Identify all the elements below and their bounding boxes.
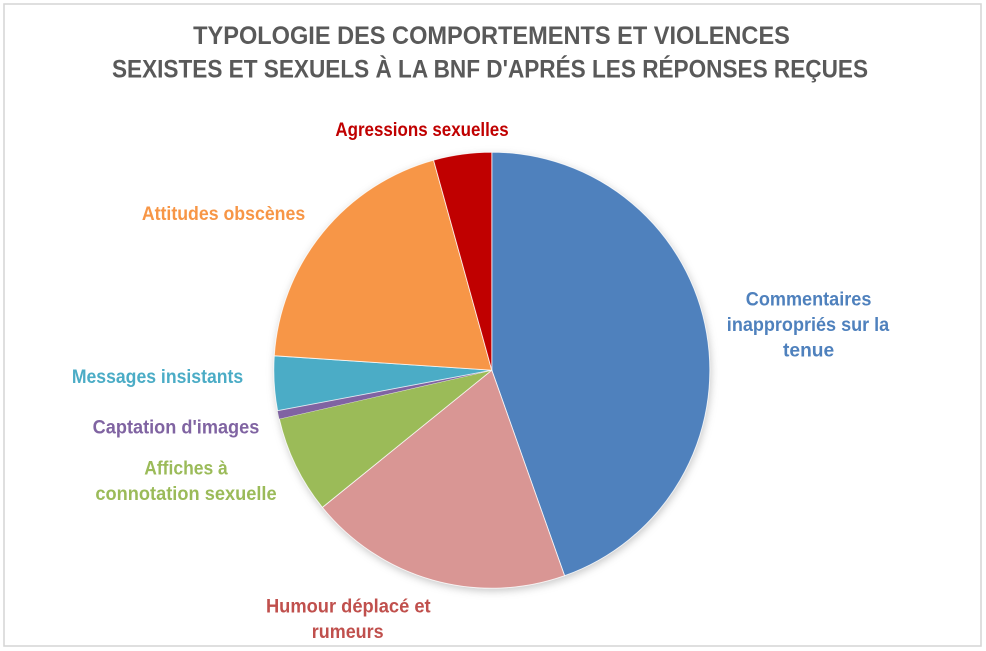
svg-text:Affiches à: Affiches à (144, 457, 228, 479)
svg-text:Captation d'images: Captation d'images (93, 416, 260, 437)
svg-text:Humour déplacé et: Humour déplacé et (266, 595, 431, 616)
svg-text:connotation sexuelle: connotation sexuelle (95, 483, 276, 504)
svg-text:Messages insistants: Messages insistants (72, 365, 243, 387)
svg-text:TYPOLOGIE DES COMPORTEMENTS ET: TYPOLOGIE DES COMPORTEMENTS ET VIOLENCES (193, 22, 790, 50)
svg-text:Attitudes obscènes: Attitudes obscènes (142, 202, 305, 224)
svg-text:Commentaires: Commentaires (746, 288, 872, 310)
svg-text:Agressions sexuelles: Agressions sexuelles (335, 119, 508, 140)
svg-text:tenue: tenue (783, 341, 834, 362)
svg-text:rumeurs: rumeurs (312, 621, 384, 643)
svg-text:inappropriés sur la: inappropriés sur la (727, 314, 890, 336)
svg-text:SEXISTES ET SEXUELS À LA BNF D: SEXISTES ET SEXUELS À LA BNF D'APRÉS LES… (112, 55, 868, 84)
